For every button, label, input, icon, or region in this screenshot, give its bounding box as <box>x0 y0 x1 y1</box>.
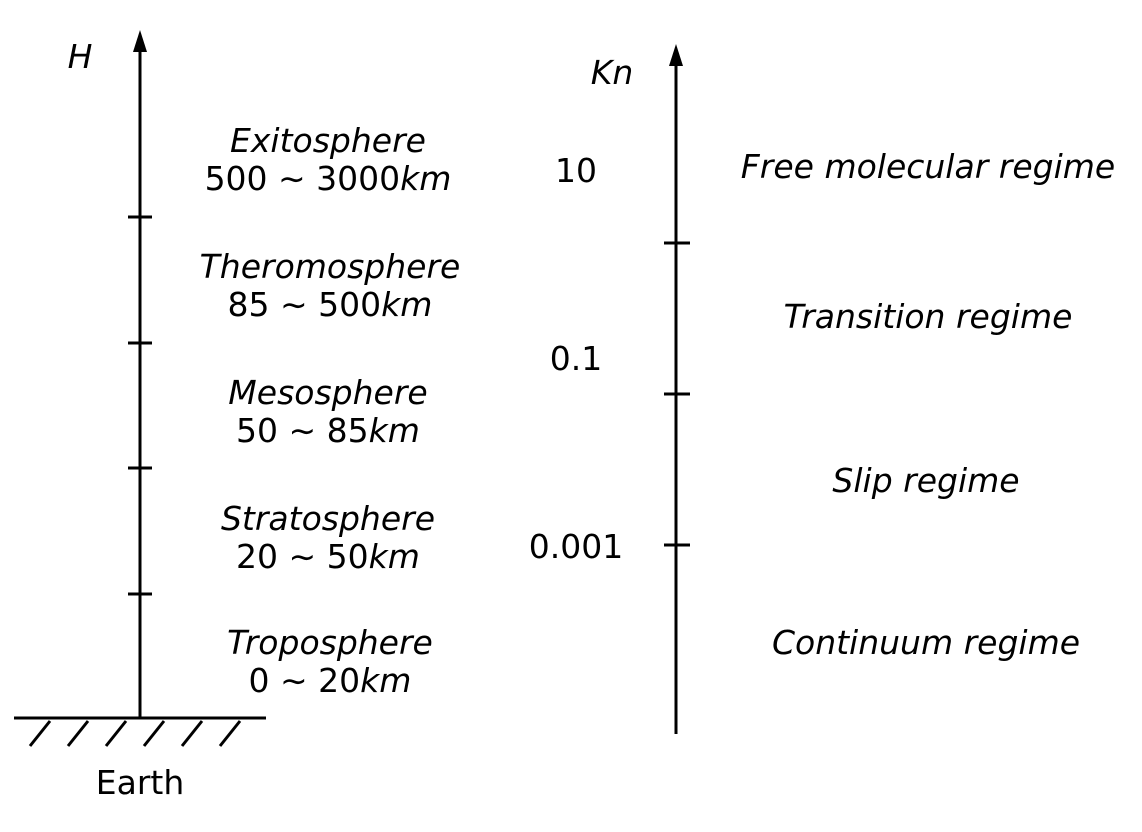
layer-exitosphere: Exitosphere 500 ∼ 3000km <box>205 122 452 198</box>
layer-name: Theromosphere <box>199 247 461 286</box>
regime-continuum: Continuum regime <box>771 623 1081 662</box>
knudsen-value-10: 10 <box>555 151 597 190</box>
layer-mesosphere: Mesosphere 50 ∼ 85km <box>228 374 427 450</box>
layer-range: 50 ∼ 85km <box>236 411 420 450</box>
layer-range: 20 ∼ 50km <box>236 537 420 576</box>
ground-label: Earth <box>95 763 185 802</box>
layer-name: Exitosphere <box>230 121 426 160</box>
knudsen-value-0-001: 0.001 <box>528 527 624 566</box>
layer-name: Stratosphere <box>220 499 436 538</box>
layer-theromosphere: Theromosphere 85 ∼ 500km <box>200 248 461 324</box>
regime-free-molecular: Free molecular regime <box>740 147 1116 186</box>
regime-slip: Slip regime <box>832 461 1020 500</box>
layer-range: 0 ∼ 20km <box>248 661 412 700</box>
altitude-axis-arrowhead <box>133 30 147 52</box>
knudsen-axis-label: Kn <box>590 53 634 92</box>
layer-stratosphere: Stratosphere 20 ∼ 50km <box>221 500 435 576</box>
layer-range: 500 ∼ 3000km <box>204 159 452 198</box>
regime-transition: Transition regime <box>783 297 1073 336</box>
altitude-axis-label: H <box>67 37 93 76</box>
knudsen-axis-arrowhead <box>669 44 683 66</box>
layer-name: Troposphere <box>227 623 433 662</box>
ground-hatching <box>28 720 242 747</box>
layer-troposphere: Troposphere 0 ∼ 20km <box>227 624 433 700</box>
knudsen-value-0-1: 0.1 <box>549 339 603 378</box>
layer-name: Mesosphere <box>228 373 428 412</box>
layer-range: 85 ∼ 500km <box>227 285 433 324</box>
